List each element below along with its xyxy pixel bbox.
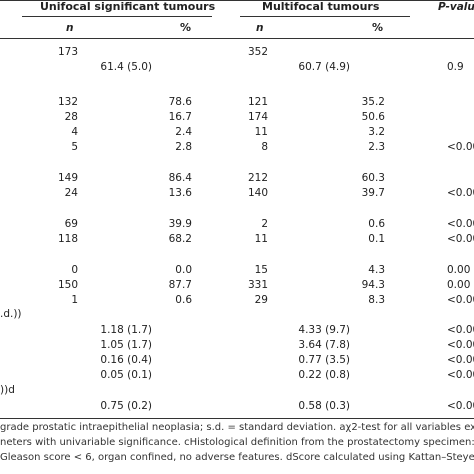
cell-multi-n: 331	[247, 279, 268, 291]
cell-multi-n: 11	[254, 126, 268, 138]
cell-uni-pct: 39.9	[168, 218, 192, 230]
header-unifocal: Unifocal significant tumours	[40, 0, 216, 13]
cell-multi-pct: 4.3	[368, 264, 385, 276]
cell-multi-n: 174	[247, 111, 268, 123]
cell-uni-n: 69	[64, 218, 78, 230]
cell-multi-mean: 0.58 (0.3)	[298, 400, 350, 412]
cell-uni-pct: 16.7	[168, 111, 192, 123]
cell-uni-n: 0	[71, 264, 78, 276]
cell-p: <0.00	[447, 369, 474, 381]
header-n: n	[66, 22, 74, 34]
footnote: Gleason score < 6, organ confined, no ad…	[0, 452, 474, 463]
cell-uni-pct: 13.6	[168, 187, 192, 199]
cell-p: 0.00	[447, 279, 471, 291]
cell-multi-n: 11	[254, 233, 268, 245]
cell-label: .d.))	[0, 308, 22, 320]
cell-uni-n: 118	[57, 233, 78, 245]
cell-p: <0.00	[447, 294, 474, 306]
rule	[0, 38, 474, 39]
cell-uni-pct: 2.4	[175, 126, 192, 138]
cell-multi-pct: 39.7	[361, 187, 385, 199]
cell-uni-n: 4	[71, 126, 78, 138]
header-pct: %	[372, 21, 384, 34]
cell-uni-pct: 78.6	[168, 96, 192, 108]
cell-multi-n: 140	[247, 187, 268, 199]
cell-uni-mean: 0.05 (0.1)	[100, 369, 152, 381]
cell-uni-mean: 61.4 (5.0)	[100, 61, 152, 73]
cell-p: 0.9	[447, 61, 464, 73]
cell-p: <0.00	[447, 187, 474, 199]
cell-multi-n: 15	[254, 264, 268, 276]
cell-uni-n: 173	[57, 46, 78, 58]
header-p: P-valu	[438, 1, 474, 13]
cell-p: <0.00	[447, 233, 474, 245]
cell-uni-n: 149	[57, 172, 78, 184]
cell-uni-n: 132	[57, 96, 78, 108]
header-pct: %	[180, 21, 192, 34]
cell-multi-mean: 3.64 (7.8)	[298, 339, 350, 351]
cell-multi-n: 352	[247, 46, 268, 58]
cell-multi-mean: 60.7 (4.9)	[298, 61, 350, 73]
cell-multi-pct: 60.3	[361, 172, 385, 184]
cell-uni-pct: 87.7	[168, 279, 192, 291]
cell-multi-pct: 50.6	[361, 111, 385, 123]
cell-p: <0.00	[447, 400, 474, 412]
cell-uni-n: 28	[64, 111, 78, 123]
cell-multi-pct: 8.3	[368, 294, 385, 306]
cell-multi-pct: 0.1	[368, 233, 385, 245]
cell-multi-mean: 0.22 (0.8)	[298, 369, 350, 381]
cell-uni-mean: 1.18 (1.7)	[100, 324, 152, 336]
rule	[22, 16, 212, 17]
cell-p: 0.00	[447, 264, 471, 276]
cell-multi-n: 29	[254, 294, 268, 306]
rule	[0, 0, 474, 1]
cell-uni-n: 150	[57, 279, 78, 291]
header-multifocal: Multifocal tumours	[262, 0, 380, 13]
rule	[0, 418, 474, 419]
rule	[240, 16, 410, 17]
cell-uni-mean: 1.05 (1.7)	[100, 339, 152, 351]
cell-multi-mean: 0.77 (3.5)	[298, 354, 350, 366]
cell-multi-n: 2	[261, 218, 268, 230]
cell-p: <0.00	[447, 339, 474, 351]
header-n: n	[256, 22, 264, 34]
cell-multi-pct: 94.3	[361, 279, 385, 291]
cell-uni-n: 5	[71, 141, 78, 153]
cell-multi-n: 212	[247, 172, 268, 184]
cell-uni-n: 24	[64, 187, 78, 199]
footnote: grade prostatic intraepithelial neoplasi…	[0, 422, 474, 433]
cell-uni-n: 1	[71, 294, 78, 306]
cell-uni-pct: 0.0	[175, 264, 192, 276]
cell-multi-pct: 35.2	[361, 96, 385, 108]
cell-multi-pct: 3.2	[368, 126, 385, 138]
cell-uni-pct: 68.2	[168, 233, 192, 245]
cell-uni-pct: 86.4	[168, 172, 192, 184]
cell-label: ))d	[0, 384, 15, 396]
cell-uni-mean: 0.16 (0.4)	[100, 354, 152, 366]
cell-uni-pct: 0.6	[175, 294, 192, 306]
cell-multi-mean: 4.33 (9.7)	[298, 324, 350, 336]
footnote: neters with univariable significance. cH…	[0, 437, 474, 448]
cell-uni-mean: 0.75 (0.2)	[100, 400, 152, 412]
cell-multi-n: 8	[261, 141, 268, 153]
cell-p: <0.00	[447, 141, 474, 153]
cell-p: <0.00	[447, 354, 474, 366]
cell-multi-pct: 2.3	[368, 141, 385, 153]
cell-uni-pct: 2.8	[175, 141, 192, 153]
cell-multi-pct: 0.6	[368, 218, 385, 230]
cell-multi-n: 121	[247, 96, 268, 108]
cell-p: <0.00	[447, 218, 474, 230]
cell-p: <0.00	[447, 324, 474, 336]
